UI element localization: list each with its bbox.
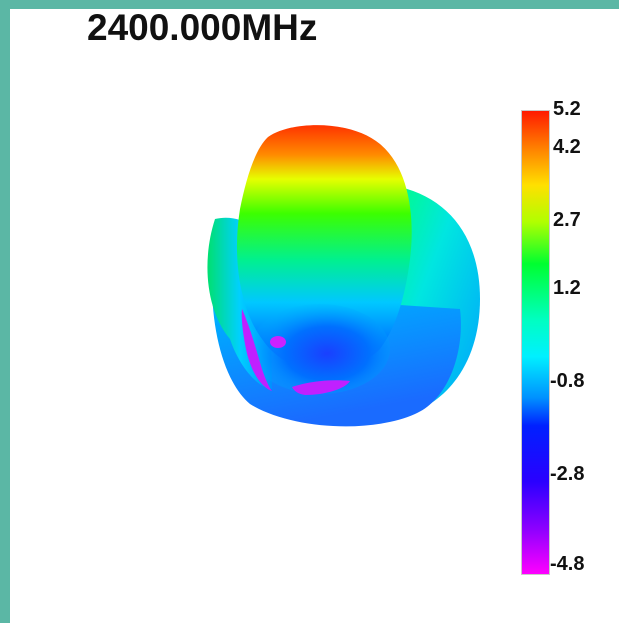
colorbar-tick-2.7: 2.7 <box>553 209 581 231</box>
colorbar-tick--0.8: -0.8 <box>550 370 585 392</box>
pattern-minimum-left <box>241 309 272 391</box>
pattern-minimum-bottom <box>292 380 350 395</box>
radiation-pattern-plot <box>207 125 480 427</box>
colorbar-tick-1.2: 1.2 <box>553 277 581 299</box>
pattern-minimum-spot <box>270 336 286 348</box>
pattern-inner-swirl <box>250 304 390 394</box>
plot-panel: 2400.000MHz <box>10 9 619 623</box>
colorbar-tick--4.8: -4.8 <box>550 553 585 575</box>
colorbar-tick-4.2: 4.2 <box>553 136 581 158</box>
colorbar-tick--2.8: -2.8 <box>550 463 585 485</box>
frequency-title: 2400.000MHz <box>87 9 318 48</box>
colorbar <box>521 110 550 575</box>
pattern-main-lobe <box>236 125 412 372</box>
colorbar-tick-5.2: 5.2 <box>553 98 581 120</box>
